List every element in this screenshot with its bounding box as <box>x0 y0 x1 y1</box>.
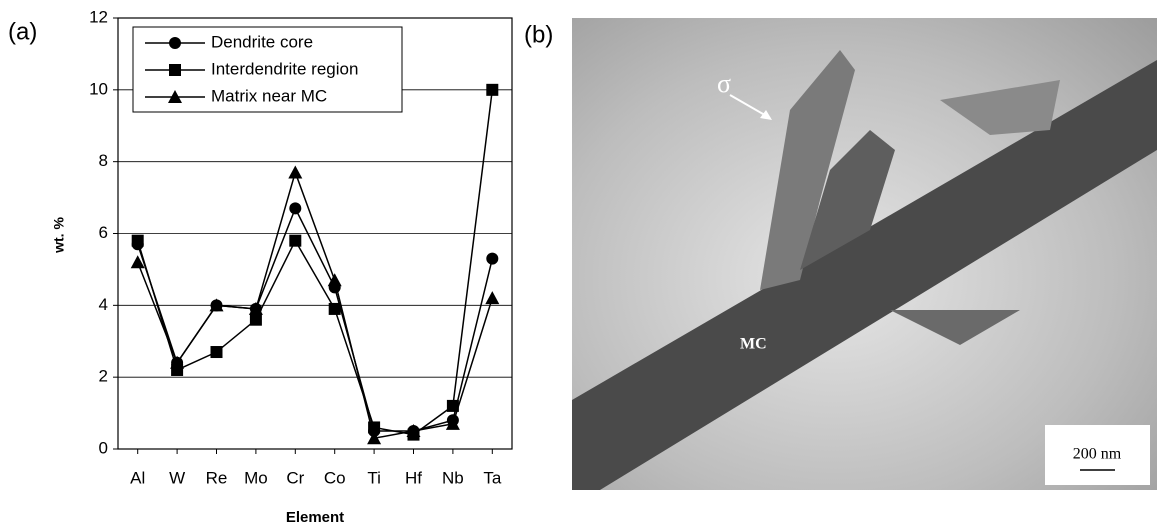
phase-label: σ <box>717 69 731 98</box>
y-tick-label: 4 <box>99 295 108 314</box>
mc-carbide <box>572 60 1157 490</box>
marker <box>445 416 460 430</box>
marker <box>289 202 302 215</box>
x-tick-label: Re <box>206 468 228 487</box>
marker <box>169 37 181 49</box>
marker <box>168 90 182 103</box>
scale-bar-label: 200 nm <box>1073 446 1122 463</box>
sigma-plate <box>940 80 1060 135</box>
marker <box>446 399 459 412</box>
y-tick-label: 0 <box>99 438 108 457</box>
arrow-head <box>760 110 772 120</box>
phase-label: MC <box>740 336 767 353</box>
marker <box>406 424 421 438</box>
plot-frame <box>117 17 513 450</box>
x-tick-label: Nb <box>442 468 464 487</box>
x-tick-label: Cr <box>286 468 304 487</box>
y-tick-label: 12 <box>89 7 108 26</box>
marker <box>169 64 181 76</box>
marker <box>327 273 342 287</box>
scale-box <box>1045 425 1150 485</box>
x-tick-label: Ti <box>367 468 381 487</box>
sigma-plate <box>800 130 895 270</box>
marker <box>486 83 499 96</box>
marker <box>486 252 499 265</box>
panel-label: (b) <box>524 21 553 48</box>
x-axis-label: Element <box>286 509 344 526</box>
marker <box>209 298 224 312</box>
sigma-plate <box>760 50 855 290</box>
x-tick-label: Co <box>324 468 346 487</box>
x-tick-label: W <box>169 468 185 487</box>
micrograph: σ MC 200 nm (b) <box>524 18 1157 490</box>
x-tick-label: Hf <box>405 468 422 487</box>
x-tick-label: Ta <box>483 468 502 487</box>
marker <box>210 346 223 359</box>
x-tick-label: Al <box>130 468 145 487</box>
series-line <box>136 206 494 432</box>
y-tick-label: 6 <box>99 223 108 242</box>
marker <box>288 165 303 179</box>
y-tick-label: 8 <box>99 151 108 170</box>
marker <box>249 313 262 326</box>
y-tick-label: 10 <box>89 79 108 98</box>
legend-label: Interdendrite region <box>211 59 358 78</box>
marker <box>289 234 302 247</box>
marker <box>248 301 263 315</box>
x-tick-label: Mo <box>244 468 268 487</box>
marker <box>130 255 145 269</box>
y-axis-label: wt. % <box>51 217 67 254</box>
legend-label: Dendrite core <box>211 32 313 51</box>
marker <box>131 234 144 247</box>
marker <box>485 291 500 305</box>
series-line <box>136 89 494 436</box>
sigma-plate <box>890 310 1020 345</box>
legend-label: Matrix near MC <box>211 86 327 105</box>
y-tick-label: 2 <box>99 367 108 386</box>
marker <box>170 355 185 369</box>
marker <box>328 302 341 315</box>
series-line <box>137 170 494 440</box>
marker <box>367 431 382 445</box>
panel-label: (a) <box>8 18 37 45</box>
